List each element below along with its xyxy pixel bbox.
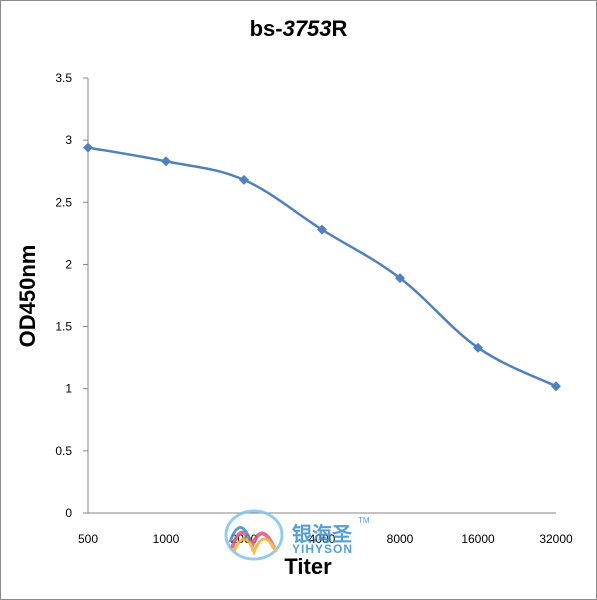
y-tick-label: 3.5 <box>55 71 72 85</box>
x-tick-label: 500 <box>78 532 98 546</box>
y-tick-label: 1 <box>65 382 72 396</box>
logo-icon <box>224 509 284 561</box>
y-tick-label: 2 <box>65 257 72 271</box>
y-tick-label: 0 <box>65 506 72 520</box>
x-tick-label: 8000 <box>387 532 414 546</box>
data-point <box>395 273 405 284</box>
watermark-logo: 银海圣 TM YIHYSON <box>222 508 382 562</box>
watermark-text-en: YIHYSON <box>292 542 354 556</box>
y-tick-label: 1.5 <box>55 320 72 334</box>
x-tick-label: 1000 <box>153 532 180 546</box>
y-tick-label: 3 <box>65 133 72 147</box>
x-tick-label: 32000 <box>539 532 573 546</box>
data-point <box>551 381 561 392</box>
watermark-text-cn: 银海圣 <box>292 522 352 546</box>
chart-title: bs-3753R <box>249 16 348 41</box>
y-tick-label: 0.5 <box>55 444 72 458</box>
data-point <box>317 224 327 235</box>
x-tick-label: 16000 <box>461 532 495 546</box>
y-axis-label: OD450nm <box>15 244 40 348</box>
data-point <box>473 342 483 353</box>
data-point <box>83 142 93 153</box>
data-point <box>161 156 171 167</box>
data-point <box>239 174 249 185</box>
x-tick-label: 4000 <box>309 532 336 546</box>
x-axis-label: Titer <box>284 554 332 579</box>
series-line <box>87 146 557 388</box>
y-tick-label: 2.5 <box>55 195 72 209</box>
watermark-tm: TM <box>358 516 370 525</box>
